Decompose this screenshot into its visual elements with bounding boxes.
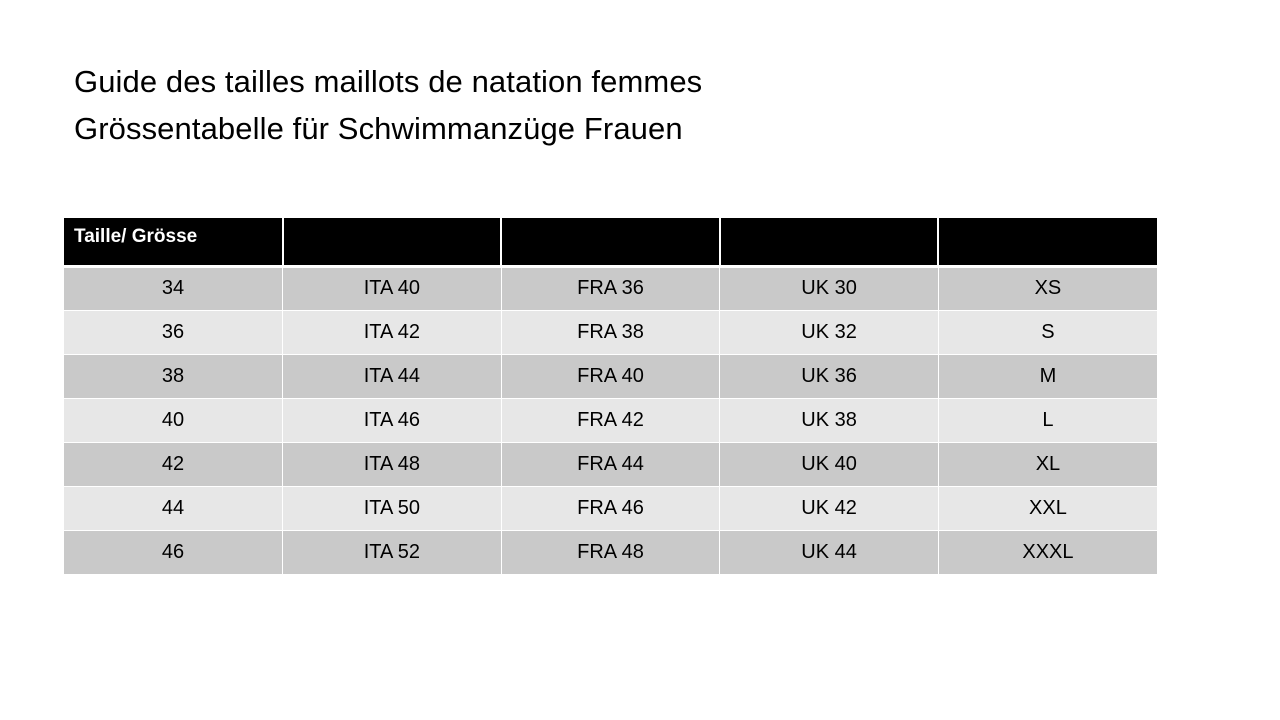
- table-cell: FRA 36: [501, 266, 721, 311]
- table-cell: UK 40: [719, 442, 939, 487]
- table-cell: 38: [64, 354, 284, 399]
- table-cell: XXL: [938, 486, 1157, 531]
- table-cell: UK 36: [719, 354, 939, 399]
- table-cell: FRA 38: [501, 310, 721, 355]
- table-cell: L: [938, 398, 1157, 443]
- table-row: 46 ITA 52 FRA 48 UK 44 XXXL: [64, 530, 1157, 575]
- title-line-german: Grössentabelle für Schwimmanzüge Frauen: [74, 111, 683, 146]
- title-line-french: Guide des tailles maillots de natation f…: [74, 64, 703, 99]
- table-cell: 40: [64, 398, 284, 443]
- table-cell: XS: [938, 266, 1157, 311]
- header-cell-letter: [938, 218, 1157, 268]
- table-cell: FRA 46: [501, 486, 721, 531]
- table-cell: UK 38: [719, 398, 939, 443]
- table-cell: ITA 52: [282, 530, 502, 575]
- table-row: 34 ITA 40 FRA 36 UK 30 XS: [64, 266, 1157, 311]
- header-cell-fra: [501, 218, 721, 268]
- table-row: 36 ITA 42 FRA 38 UK 32 S: [64, 310, 1157, 355]
- table-cell: ITA 46: [282, 398, 502, 443]
- header-cell-uk: [719, 218, 940, 268]
- table-cell: UK 32: [719, 310, 939, 355]
- header-cell-ita: [282, 218, 503, 268]
- table-cell: ITA 40: [282, 266, 502, 311]
- table-cell: FRA 48: [501, 530, 721, 575]
- table-row: 44 ITA 50 FRA 46 UK 42 XXL: [64, 486, 1157, 531]
- table-header-row: Taille/ Grösse: [64, 218, 1157, 268]
- table-cell: M: [938, 354, 1157, 399]
- table-cell: FRA 40: [501, 354, 721, 399]
- table-cell: FRA 44: [501, 442, 721, 487]
- table-row: 42 ITA 48 FRA 44 UK 40 XL: [64, 442, 1157, 487]
- page-title: Guide des tailles maillots de natation f…: [74, 58, 702, 152]
- table-row: 38 ITA 44 FRA 40 UK 36 M: [64, 354, 1157, 399]
- table-cell: 44: [64, 486, 284, 531]
- table-cell: ITA 50: [282, 486, 502, 531]
- table-cell: UK 44: [719, 530, 939, 575]
- table-cell: 46: [64, 530, 284, 575]
- header-cell-size: Taille/ Grösse: [64, 218, 284, 268]
- table-cell: 34: [64, 266, 284, 311]
- table-cell: FRA 42: [501, 398, 721, 443]
- size-chart-table: Taille/ Grösse 34 ITA 40 FRA 36 UK 30 XS…: [64, 218, 1157, 575]
- table-cell: ITA 48: [282, 442, 502, 487]
- table-cell: 42: [64, 442, 284, 487]
- table-cell: XXXL: [938, 530, 1157, 575]
- table-row: 40 ITA 46 FRA 42 UK 38 L: [64, 398, 1157, 443]
- table-cell: 36: [64, 310, 284, 355]
- table-cell: ITA 44: [282, 354, 502, 399]
- table-cell: ITA 42: [282, 310, 502, 355]
- table-cell: XL: [938, 442, 1157, 487]
- table-cell: UK 42: [719, 486, 939, 531]
- table-cell: S: [938, 310, 1157, 355]
- table-cell: UK 30: [719, 266, 939, 311]
